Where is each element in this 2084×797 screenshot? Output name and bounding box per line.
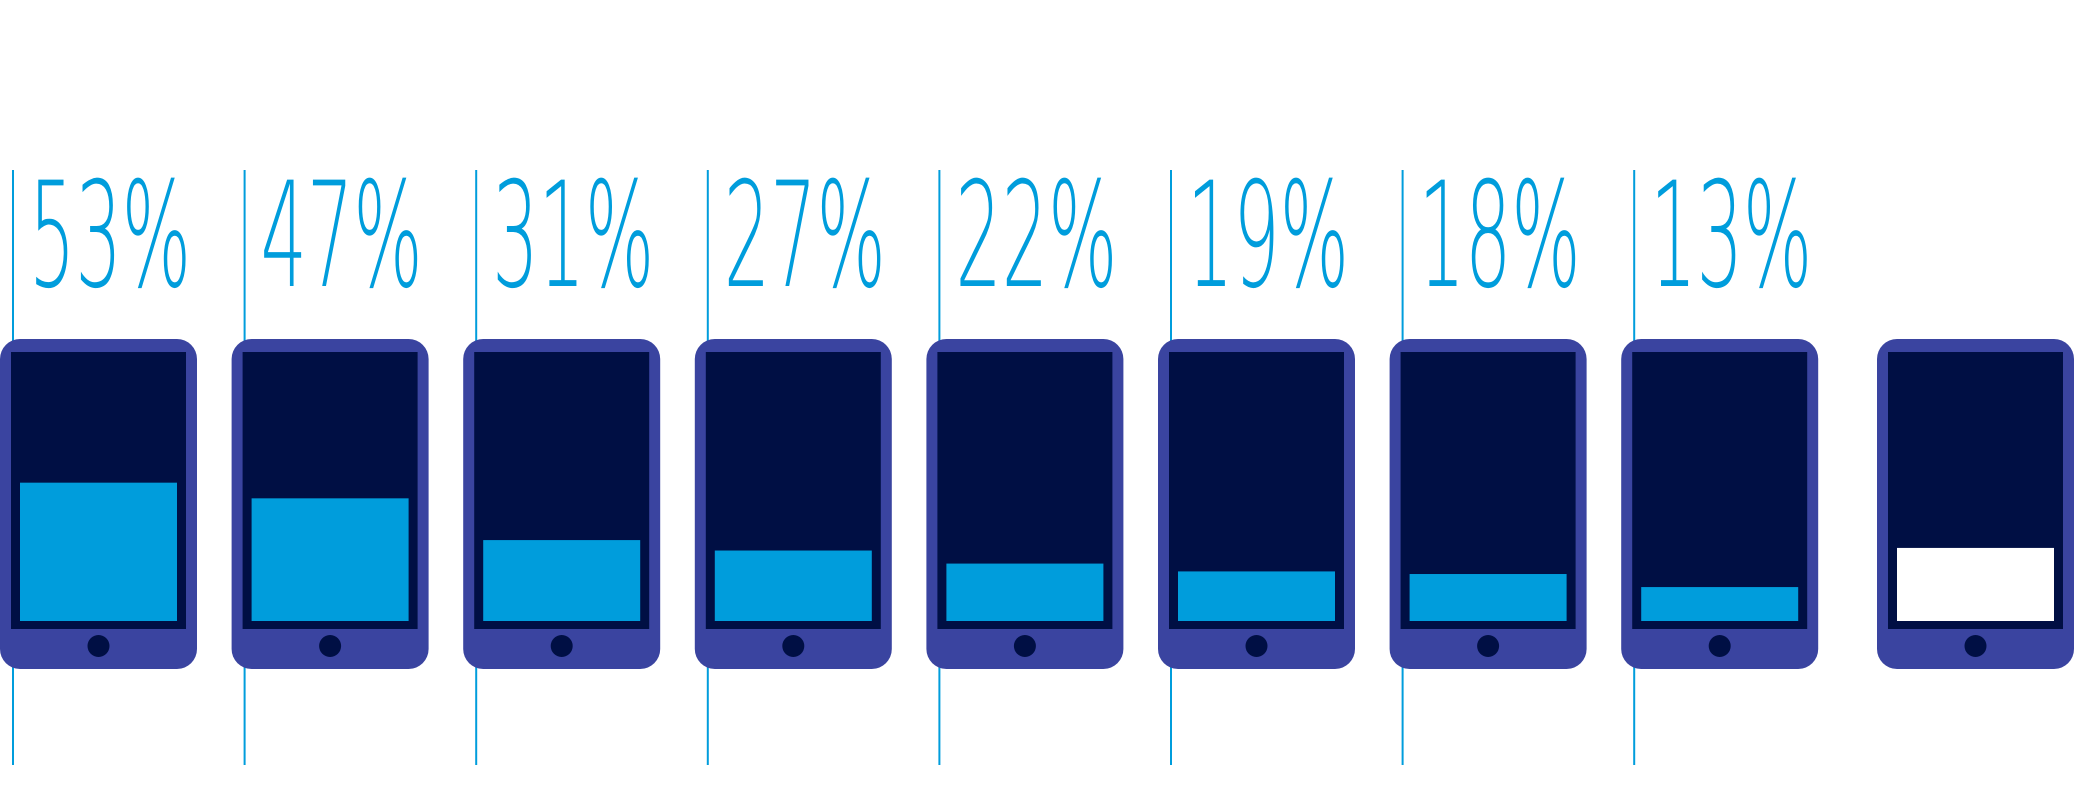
bar [1409, 574, 1567, 621]
bar [946, 563, 1104, 621]
home-button [782, 635, 805, 657]
value-label: 18% [1419, 151, 1581, 321]
bar [1641, 587, 1799, 621]
value-label: 22% [955, 151, 1117, 321]
bar [1897, 547, 2054, 621]
home-button [1477, 635, 1500, 657]
value-label: 47% [261, 151, 423, 321]
screen [1632, 352, 1808, 629]
value-label: 31% [492, 151, 654, 321]
bar [251, 498, 409, 621]
home-button [1013, 635, 1036, 657]
value-label: 19% [1187, 151, 1349, 321]
home-button [1964, 635, 1987, 657]
bar [483, 540, 641, 621]
value-label: 27% [724, 151, 886, 321]
bar [1178, 571, 1335, 621]
home-button [1245, 635, 1268, 657]
home-button [87, 635, 110, 657]
value-label: 13% [1650, 151, 1812, 321]
bar [714, 550, 872, 621]
home-button [1708, 635, 1731, 657]
value-label: 53% [29, 151, 191, 321]
home-button [550, 635, 573, 657]
home-button [319, 635, 342, 657]
bar [20, 482, 177, 621]
